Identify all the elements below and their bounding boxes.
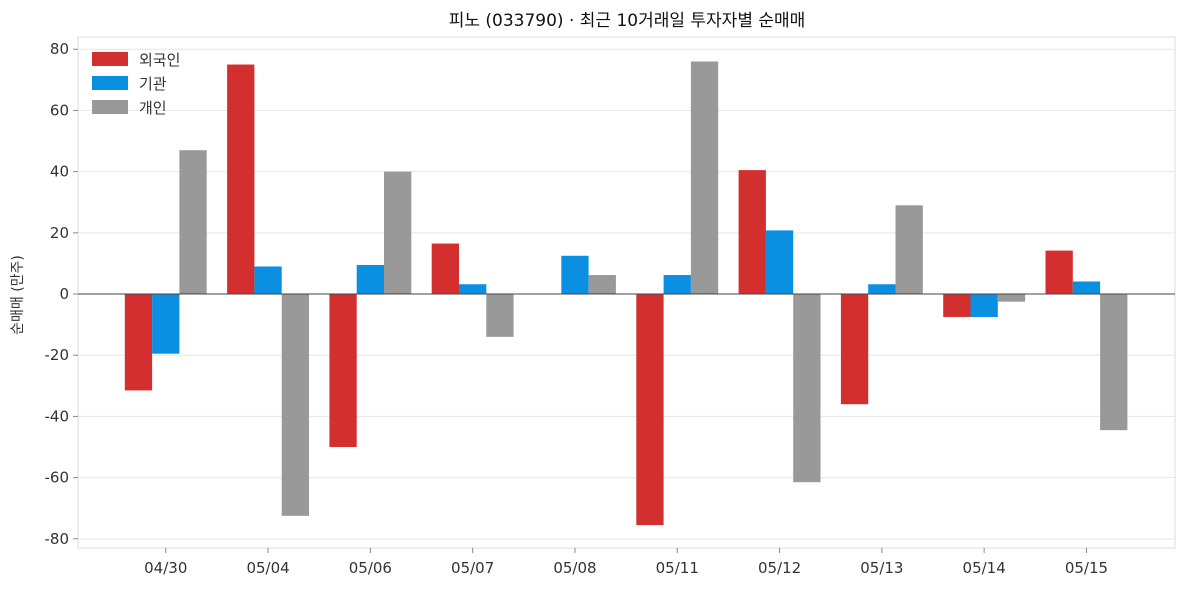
- bar-개인-05/11: [690, 61, 719, 295]
- legend-label: 개인: [139, 99, 167, 117]
- bar-개인-05/07: [486, 294, 514, 337]
- x-tick-label: 05/07: [451, 559, 494, 577]
- y-tick-label: 20: [50, 224, 69, 242]
- bar-기관-05/06: [356, 264, 385, 295]
- bars: [124, 61, 1128, 526]
- bar-기관-05/14: [970, 294, 998, 317]
- y-tick-label: 40: [50, 163, 69, 181]
- legend-label: 외국인: [139, 51, 180, 69]
- x-tick-label: 05/11: [656, 559, 699, 577]
- bar-기관-05/08: [561, 255, 589, 295]
- bar-기관-05/15: [1072, 281, 1101, 295]
- bar-외국인-04/30: [124, 294, 153, 391]
- bar-개인-05/08: [588, 275, 616, 295]
- bar-외국인-05/11: [636, 294, 664, 526]
- x-tick-label: 05/12: [758, 559, 801, 577]
- x-tick-label: 04/30: [144, 559, 187, 577]
- bar-외국인-05/14: [943, 294, 971, 317]
- bar-외국인-05/07: [431, 243, 460, 295]
- bar-개인-04/30: [179, 150, 207, 295]
- y-tick-label: 0: [59, 285, 69, 303]
- bar-개인-05/06: [384, 171, 412, 295]
- x-tick-label: 05/13: [860, 559, 903, 577]
- plot-frame: [77, 36, 1176, 549]
- y-tick-label: -80: [45, 530, 70, 548]
- x-tick-label: 05/15: [1065, 559, 1108, 577]
- bar-외국인-05/13: [840, 294, 869, 405]
- bar-외국인-05/12: [738, 170, 766, 295]
- y-tick-label: -40: [45, 407, 70, 425]
- bar-개인-05/13: [895, 205, 923, 295]
- legend-swatch: [92, 100, 128, 114]
- bar-기관-05/12: [765, 230, 794, 295]
- bar-외국인-05/15: [1045, 250, 1073, 295]
- x-tick-label: 05/06: [349, 559, 392, 577]
- y-axis-ticks: -80 -60 -40 -20 0 20 40 60 80: [45, 40, 78, 548]
- bar-기관-05/07: [459, 284, 487, 295]
- bar-외국인-05/06: [329, 294, 357, 448]
- y-axis-label: 순매매 (만주): [10, 255, 26, 335]
- bar-개인-05/15: [1100, 294, 1128, 431]
- y-tick-label: 80: [50, 40, 69, 58]
- chart-title: 피노 (033790) · 최근 10거래일 투자자별 순매매: [449, 11, 806, 31]
- bar-기관-05/04: [254, 266, 282, 295]
- bar-외국인-05/04: [227, 64, 255, 295]
- legend-label: 기관: [139, 75, 167, 93]
- legend-swatch: [92, 76, 128, 90]
- y-tick-label: 60: [50, 101, 69, 119]
- y-tick-label: -60: [45, 469, 70, 487]
- bar-기관-05/11: [663, 275, 691, 295]
- x-tick-label: 05/14: [963, 559, 1006, 577]
- bar-개인-05/14: [997, 294, 1026, 302]
- y-tick-label: -20: [45, 346, 70, 364]
- bar-기관-05/13: [868, 284, 896, 295]
- legend-swatch: [92, 52, 128, 66]
- bar-개인-05/12: [793, 294, 821, 483]
- x-tick-label: 05/08: [553, 559, 596, 577]
- bar-개인-05/04: [281, 294, 310, 516]
- x-axis-ticks: 04/30 05/04 05/06 05/07 05/08 05/11 05/12 05/13…: [144, 548, 1108, 577]
- bar-기관-04/30: [152, 294, 180, 354]
- x-tick-label: 05/04: [246, 559, 289, 577]
